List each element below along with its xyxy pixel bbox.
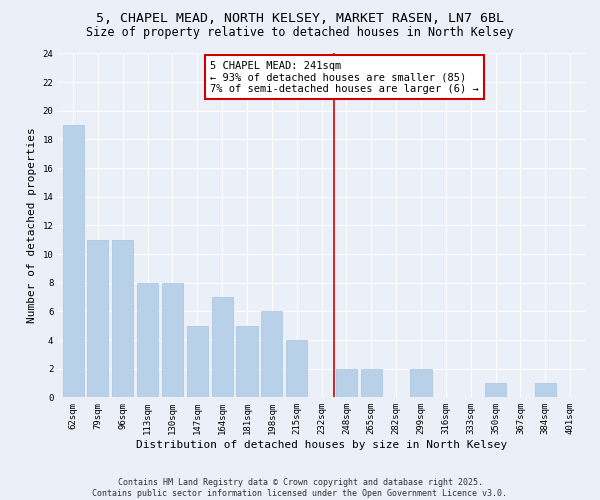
Bar [485,383,506,398]
Text: Contains HM Land Registry data © Crown copyright and database right 2025.
Contai: Contains HM Land Registry data © Crown c… [92,478,508,498]
Text: Size of property relative to detached houses in North Kelsey: Size of property relative to detached ho… [86,26,514,39]
Bar [236,326,257,398]
Bar [162,282,183,398]
Bar [137,282,158,398]
Text: 5, CHAPEL MEAD, NORTH KELSEY, MARKET RASEN, LN7 6BL: 5, CHAPEL MEAD, NORTH KELSEY, MARKET RAS… [96,12,504,26]
Bar [262,312,283,398]
Y-axis label: Number of detached properties: Number of detached properties [27,128,37,324]
Bar [361,368,382,398]
Bar [88,240,109,398]
Bar [286,340,307,398]
Text: 5 CHAPEL MEAD: 241sqm
← 93% of detached houses are smaller (85)
7% of semi-detac: 5 CHAPEL MEAD: 241sqm ← 93% of detached … [210,60,479,94]
X-axis label: Distribution of detached houses by size in North Kelsey: Distribution of detached houses by size … [136,440,507,450]
Bar [62,125,83,398]
Bar [187,326,208,398]
Bar [212,297,233,398]
Bar [535,383,556,398]
Bar [410,368,431,398]
Bar [112,240,133,398]
Bar [336,368,357,398]
